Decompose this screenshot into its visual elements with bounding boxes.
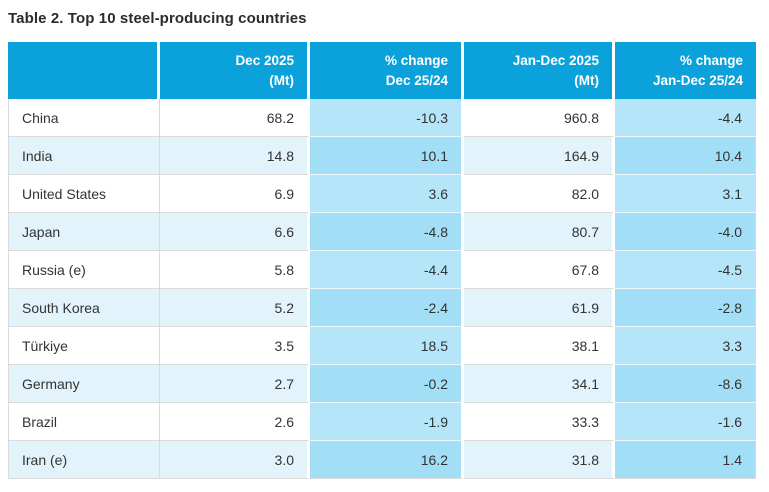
cell-jandec-change: -4.4 xyxy=(615,99,756,137)
cell-country: Japan xyxy=(8,213,160,251)
cell-jandec-change: 1.4 xyxy=(615,441,756,479)
cell-jandec-change: 10.4 xyxy=(615,137,756,175)
cell-jandec-change: 3.3 xyxy=(615,327,756,365)
cell-dec-change: -10.3 xyxy=(310,99,464,137)
cell-jandec-mt: 33.3 xyxy=(464,403,615,441)
cell-dec-mt: 5.8 xyxy=(160,251,310,289)
cell-jandec-mt: 82.0 xyxy=(464,175,615,213)
table-row: Russia (e) 5.8 -4.4 67.8 -4.5 xyxy=(8,251,756,289)
cell-jandec-mt: 80.7 xyxy=(464,213,615,251)
steel-production-table: Dec 2025 (Mt) % change Dec 25/24 Jan-Dec… xyxy=(8,42,756,479)
cell-jandec-change: 3.1 xyxy=(615,175,756,213)
header-pct-change-dec: % change Dec 25/24 xyxy=(310,42,464,99)
cell-jandec-mt: 61.9 xyxy=(464,289,615,327)
table-title: Table 2. Top 10 steel-producing countrie… xyxy=(8,10,307,27)
cell-dec-change: -4.8 xyxy=(310,213,464,251)
cell-dec-change: -4.4 xyxy=(310,251,464,289)
cell-jandec-mt: 31.8 xyxy=(464,441,615,479)
header-dec-mt: Dec 2025 (Mt) xyxy=(160,42,310,99)
cell-country: India xyxy=(8,137,160,175)
cell-dec-mt: 6.6 xyxy=(160,213,310,251)
table-row: China 68.2 -10.3 960.8 -4.4 xyxy=(8,99,756,137)
cell-jandec-mt: 164.9 xyxy=(464,137,615,175)
cell-jandec-mt: 38.1 xyxy=(464,327,615,365)
cell-dec-change: -1.9 xyxy=(310,403,464,441)
cell-dec-mt: 2.7 xyxy=(160,365,310,403)
cell-country: Iran (e) xyxy=(8,441,160,479)
cell-dec-mt: 3.5 xyxy=(160,327,310,365)
table-header: Dec 2025 (Mt) % change Dec 25/24 Jan-Dec… xyxy=(8,42,756,99)
cell-country: Germany xyxy=(8,365,160,403)
table-row: United States 6.9 3.6 82.0 3.1 xyxy=(8,175,756,213)
cell-jandec-mt: 960.8 xyxy=(464,99,615,137)
cell-country: China xyxy=(8,99,160,137)
cell-dec-change: 16.2 xyxy=(310,441,464,479)
table-row: Iran (e) 3.0 16.2 31.8 1.4 xyxy=(8,441,756,479)
cell-country: South Korea xyxy=(8,289,160,327)
table-body: China 68.2 -10.3 960.8 -4.4 India 14.8 1… xyxy=(8,99,756,479)
cell-dec-mt: 2.6 xyxy=(160,403,310,441)
cell-jandec-change: -2.8 xyxy=(615,289,756,327)
cell-dec-mt: 14.8 xyxy=(160,137,310,175)
cell-jandec-mt: 34.1 xyxy=(464,365,615,403)
cell-jandec-change: -1.6 xyxy=(615,403,756,441)
header-pct-change-jandec: % change Jan-Dec 25/24 xyxy=(615,42,756,99)
table-row: India 14.8 10.1 164.9 10.4 xyxy=(8,137,756,175)
cell-country: United States xyxy=(8,175,160,213)
cell-dec-mt: 3.0 xyxy=(160,441,310,479)
cell-dec-mt: 5.2 xyxy=(160,289,310,327)
cell-country: Türkiye xyxy=(8,327,160,365)
cell-jandec-change: -4.5 xyxy=(615,251,756,289)
cell-dec-change: 3.6 xyxy=(310,175,464,213)
cell-dec-change: -2.4 xyxy=(310,289,464,327)
table-row: Brazil 2.6 -1.9 33.3 -1.6 xyxy=(8,403,756,441)
cell-dec-change: 10.1 xyxy=(310,137,464,175)
cell-jandec-mt: 67.8 xyxy=(464,251,615,289)
header-country xyxy=(8,42,160,99)
table-row: Germany 2.7 -0.2 34.1 -8.6 xyxy=(8,365,756,403)
cell-dec-change: 18.5 xyxy=(310,327,464,365)
cell-dec-mt: 68.2 xyxy=(160,99,310,137)
cell-jandec-change: -4.0 xyxy=(615,213,756,251)
table-row: Türkiye 3.5 18.5 38.1 3.3 xyxy=(8,327,756,365)
cell-dec-mt: 6.9 xyxy=(160,175,310,213)
table-row: South Korea 5.2 -2.4 61.9 -2.8 xyxy=(8,289,756,327)
table-row: Japan 6.6 -4.8 80.7 -4.0 xyxy=(8,213,756,251)
cell-country: Brazil xyxy=(8,403,160,441)
header-jandec-mt: Jan-Dec 2025 (Mt) xyxy=(464,42,615,99)
cell-dec-change: -0.2 xyxy=(310,365,464,403)
cell-jandec-change: -8.6 xyxy=(615,365,756,403)
cell-country: Russia (e) xyxy=(8,251,160,289)
